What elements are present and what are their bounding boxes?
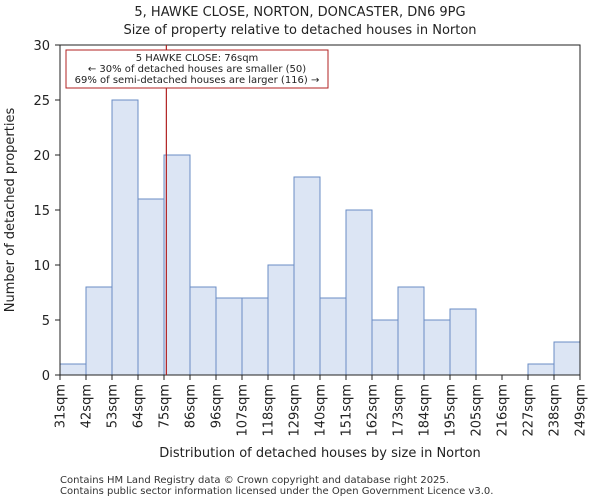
bar-195sqm bbox=[449, 308, 477, 376]
y-tick-label: 20 bbox=[33, 149, 50, 164]
y-tick-label: 0 bbox=[42, 369, 50, 384]
annotation-line2: ← 30% of detached houses are smaller (50… bbox=[88, 64, 306, 75]
x-tick-label: 173sqm bbox=[392, 384, 407, 437]
y-tick-label: 25 bbox=[33, 94, 50, 109]
x-tick-label: 96sqm bbox=[210, 384, 225, 428]
chart-title-line1: 5, HAWKE CLOSE, NORTON, DONCASTER, DN6 9… bbox=[134, 5, 465, 20]
bar-162sqm bbox=[371, 319, 399, 376]
y-tick-label: 15 bbox=[33, 204, 50, 219]
footer-line1: Contains HM Land Registry data © Crown c… bbox=[60, 475, 449, 486]
bar-238sqm bbox=[553, 341, 581, 376]
bar-107sqm bbox=[241, 297, 269, 376]
x-tick-label: 195sqm bbox=[444, 384, 459, 437]
y-tick-label: 10 bbox=[33, 259, 50, 274]
bar-118sqm bbox=[267, 264, 295, 376]
x-tick-label: 216sqm bbox=[496, 384, 511, 437]
x-tick-label: 118sqm bbox=[262, 384, 277, 437]
bar-64sqm bbox=[137, 198, 165, 376]
x-tick-label: 184sqm bbox=[418, 384, 433, 437]
annotation-box: 5 HAWKE CLOSE: 76sqm ← 30% of detached h… bbox=[65, 49, 329, 89]
x-tick-label: 238sqm bbox=[548, 384, 563, 437]
x-tick-label: 227sqm bbox=[522, 384, 537, 437]
y-tick-label: 30 bbox=[33, 39, 50, 54]
x-tick-label: 162sqm bbox=[366, 384, 381, 437]
x-axis-label: Distribution of detached houses by size … bbox=[159, 446, 481, 461]
x-tick-label: 249sqm bbox=[574, 384, 589, 437]
bar-227sqm bbox=[527, 363, 555, 376]
bar-129sqm bbox=[293, 176, 321, 376]
x-tick-label: 86sqm bbox=[184, 384, 199, 428]
x-tick-label: 151sqm bbox=[340, 384, 355, 437]
bar-184sqm bbox=[423, 319, 451, 376]
bar-75sqm bbox=[163, 154, 191, 376]
footer-line2: Contains public sector information licen… bbox=[60, 486, 493, 497]
bar-96sqm bbox=[215, 297, 243, 376]
bar-42sqm bbox=[85, 286, 113, 376]
bars-layer bbox=[59, 99, 581, 376]
bar-31sqm bbox=[59, 363, 87, 376]
x-tick-label: 140sqm bbox=[314, 384, 329, 437]
x-tick-label: 205sqm bbox=[470, 384, 485, 437]
bar-53sqm bbox=[111, 99, 139, 376]
x-axis-ticks: 31sqm 42sqm 53sqm 64sqm 75sqm 86sqm 96sqm 107sq… bbox=[54, 375, 589, 437]
y-axis-ticks: 0 5 10 15 20 25 30 bbox=[33, 39, 60, 384]
y-tick-label: 5 bbox=[42, 314, 50, 329]
annotation-line1: 5 HAWKE CLOSE: 76sqm bbox=[136, 53, 259, 64]
y-axis-label: Number of detached properties bbox=[3, 108, 18, 313]
bar-151sqm bbox=[345, 209, 373, 376]
x-tick-label: 53sqm bbox=[106, 384, 121, 428]
plot-frame bbox=[59, 44, 581, 376]
x-tick-label: 75sqm bbox=[158, 384, 173, 428]
x-tick-label: 107sqm bbox=[236, 384, 251, 437]
x-tick-label: 42sqm bbox=[80, 384, 95, 428]
bar-140sqm bbox=[319, 297, 347, 376]
bar-86sqm bbox=[189, 286, 217, 376]
bar-173sqm bbox=[397, 286, 425, 376]
chart-title-line2: Size of property relative to detached ho… bbox=[123, 23, 476, 38]
x-tick-label: 64sqm bbox=[132, 384, 147, 428]
x-tick-label: 31sqm bbox=[54, 384, 69, 428]
annotation-line3: 69% of semi-detached houses are larger (… bbox=[75, 75, 320, 86]
x-tick-label: 129sqm bbox=[288, 384, 303, 437]
